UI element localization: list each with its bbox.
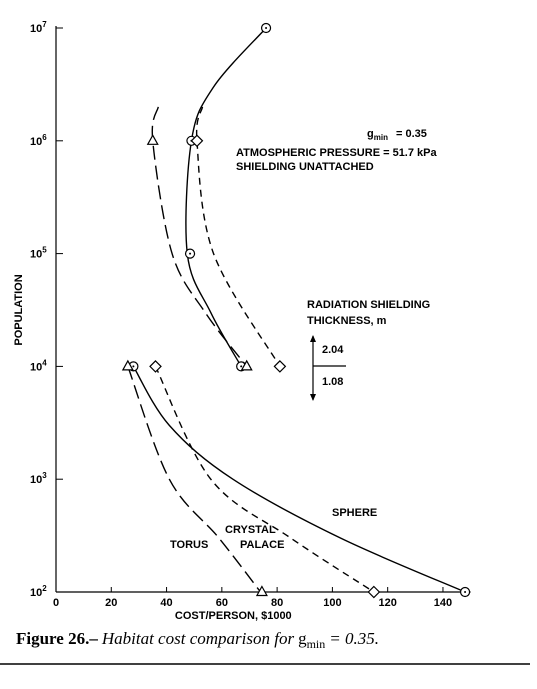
series-line — [185, 27, 267, 367]
x-tick-label: 100 — [323, 597, 341, 609]
tick-exp: 3 — [42, 471, 47, 480]
tick-exp: 4 — [42, 358, 47, 367]
series-line — [154, 366, 375, 593]
tick-base: 10 — [30, 23, 42, 35]
y-tick-label: 107 — [30, 20, 47, 35]
caption: Figure 26.– Habitat cost comparison for gm… — [16, 629, 379, 651]
marker — [121, 359, 134, 371]
tick-base: 10 — [30, 474, 42, 486]
g-label: gmin = 0.35 — [367, 128, 427, 142]
x-tick-label: 120 — [379, 597, 397, 609]
x-tick-label: 80 — [271, 597, 283, 609]
tick-base: 10 — [30, 361, 42, 373]
tick-base: 10 — [30, 136, 42, 148]
x-tick-label: 20 — [105, 597, 117, 609]
tick-exp: 2 — [42, 584, 47, 593]
sphere-label: SPHERE — [332, 507, 377, 519]
marker-dot — [265, 27, 268, 29]
arrow-head — [310, 335, 316, 401]
y-tick-label: 105 — [30, 246, 47, 261]
y-tick-label: 106 — [30, 133, 47, 148]
marker-dot — [189, 252, 192, 255]
marker-dot — [132, 365, 135, 368]
x-tick-label: 0 — [53, 597, 59, 609]
torus-label: TORUS — [170, 539, 208, 551]
y-tick-label: 102 — [30, 584, 47, 599]
x-tick-label: 140 — [434, 597, 452, 609]
x-tick-label: 60 — [216, 597, 228, 609]
thickness-title: RADIATION SHIELDING — [307, 299, 430, 311]
tick-base: 10 — [30, 587, 42, 599]
y-axis-label: POPULATION — [13, 274, 25, 345]
marker-dot — [464, 591, 467, 593]
marker — [255, 585, 268, 597]
series-line — [195, 106, 281, 367]
marker — [240, 359, 253, 371]
series-line — [132, 366, 466, 593]
marker-dot — [240, 365, 243, 368]
y-tick-label: 104 — [30, 358, 47, 373]
tick-exp: 7 — [42, 20, 47, 29]
crystal-label: CRYSTAL PALACE — [225, 524, 284, 551]
marker — [190, 134, 204, 148]
shielding-note: SHIELDING UNATTACHED — [236, 161, 374, 173]
tick-exp: 6 — [42, 133, 47, 142]
marker — [149, 360, 162, 373]
tick-exp: 5 — [42, 246, 47, 255]
marker — [367, 585, 381, 599]
marker — [273, 360, 287, 373]
x-tick-label: 40 — [160, 597, 172, 609]
y-tick-label: 103 — [30, 471, 47, 486]
thickness-lower: 1.08 — [322, 376, 343, 388]
series-line — [127, 366, 262, 593]
thickness-title: THICKNESS, m — [307, 315, 387, 327]
marker — [146, 134, 159, 145]
thickness-upper: 2.04 — [322, 344, 344, 356]
pressure-note: ATMOSPHERIC PRESSURE = 51.7 kPa — [236, 147, 437, 159]
tick-base: 10 — [30, 249, 42, 261]
series-line — [151, 106, 248, 367]
x-axis-label: COST/PERSON, $1000 — [175, 610, 292, 622]
